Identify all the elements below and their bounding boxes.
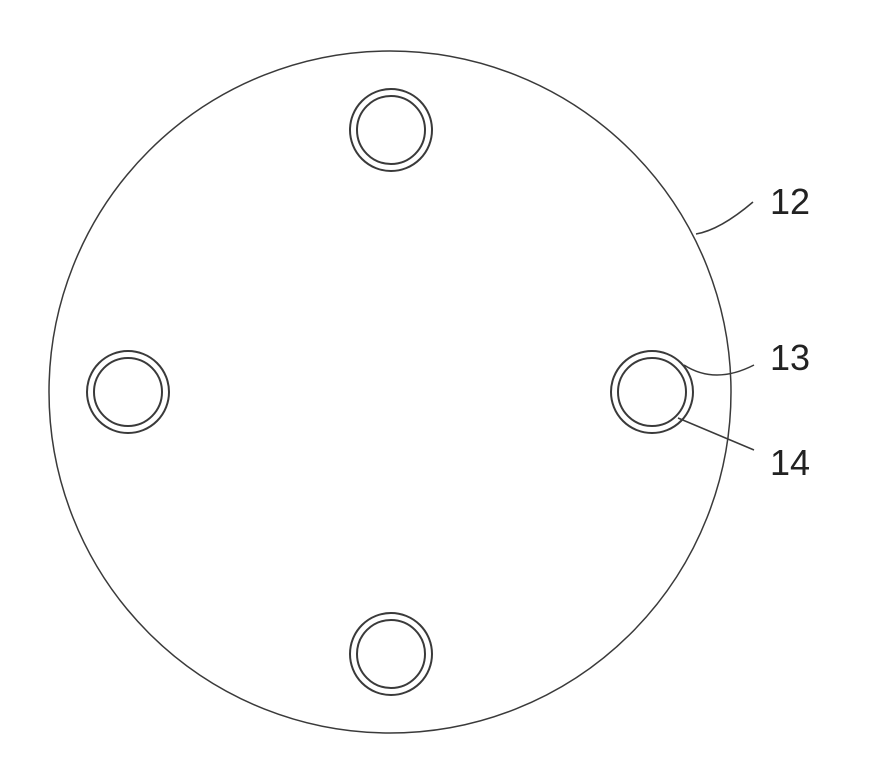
reference-labels: 12 13 14: [770, 181, 810, 483]
bolt-hole-inner-right: [618, 358, 686, 426]
leader-13: [684, 365, 754, 375]
label-13: 13: [770, 337, 810, 378]
leader-14: [678, 418, 754, 450]
bolt-hole-outer-left: [87, 351, 169, 433]
bolt-hole-outer-bottom: [350, 613, 432, 695]
bolt-hole-outer-right: [611, 351, 693, 433]
label-14: 14: [770, 442, 810, 483]
bolt-hole-outer-top: [350, 89, 432, 171]
bolt-hole-inner-bottom: [357, 620, 425, 688]
label-leaders: [678, 202, 754, 450]
main-circle: [49, 51, 731, 733]
bolt-holes: [87, 89, 693, 695]
technical-diagram: 12 13 14: [0, 0, 874, 776]
bolt-hole-inner-left: [94, 358, 162, 426]
label-12: 12: [770, 181, 810, 222]
bolt-hole-inner-top: [357, 96, 425, 164]
leader-12: [696, 202, 753, 234]
flange-body: [49, 51, 731, 733]
